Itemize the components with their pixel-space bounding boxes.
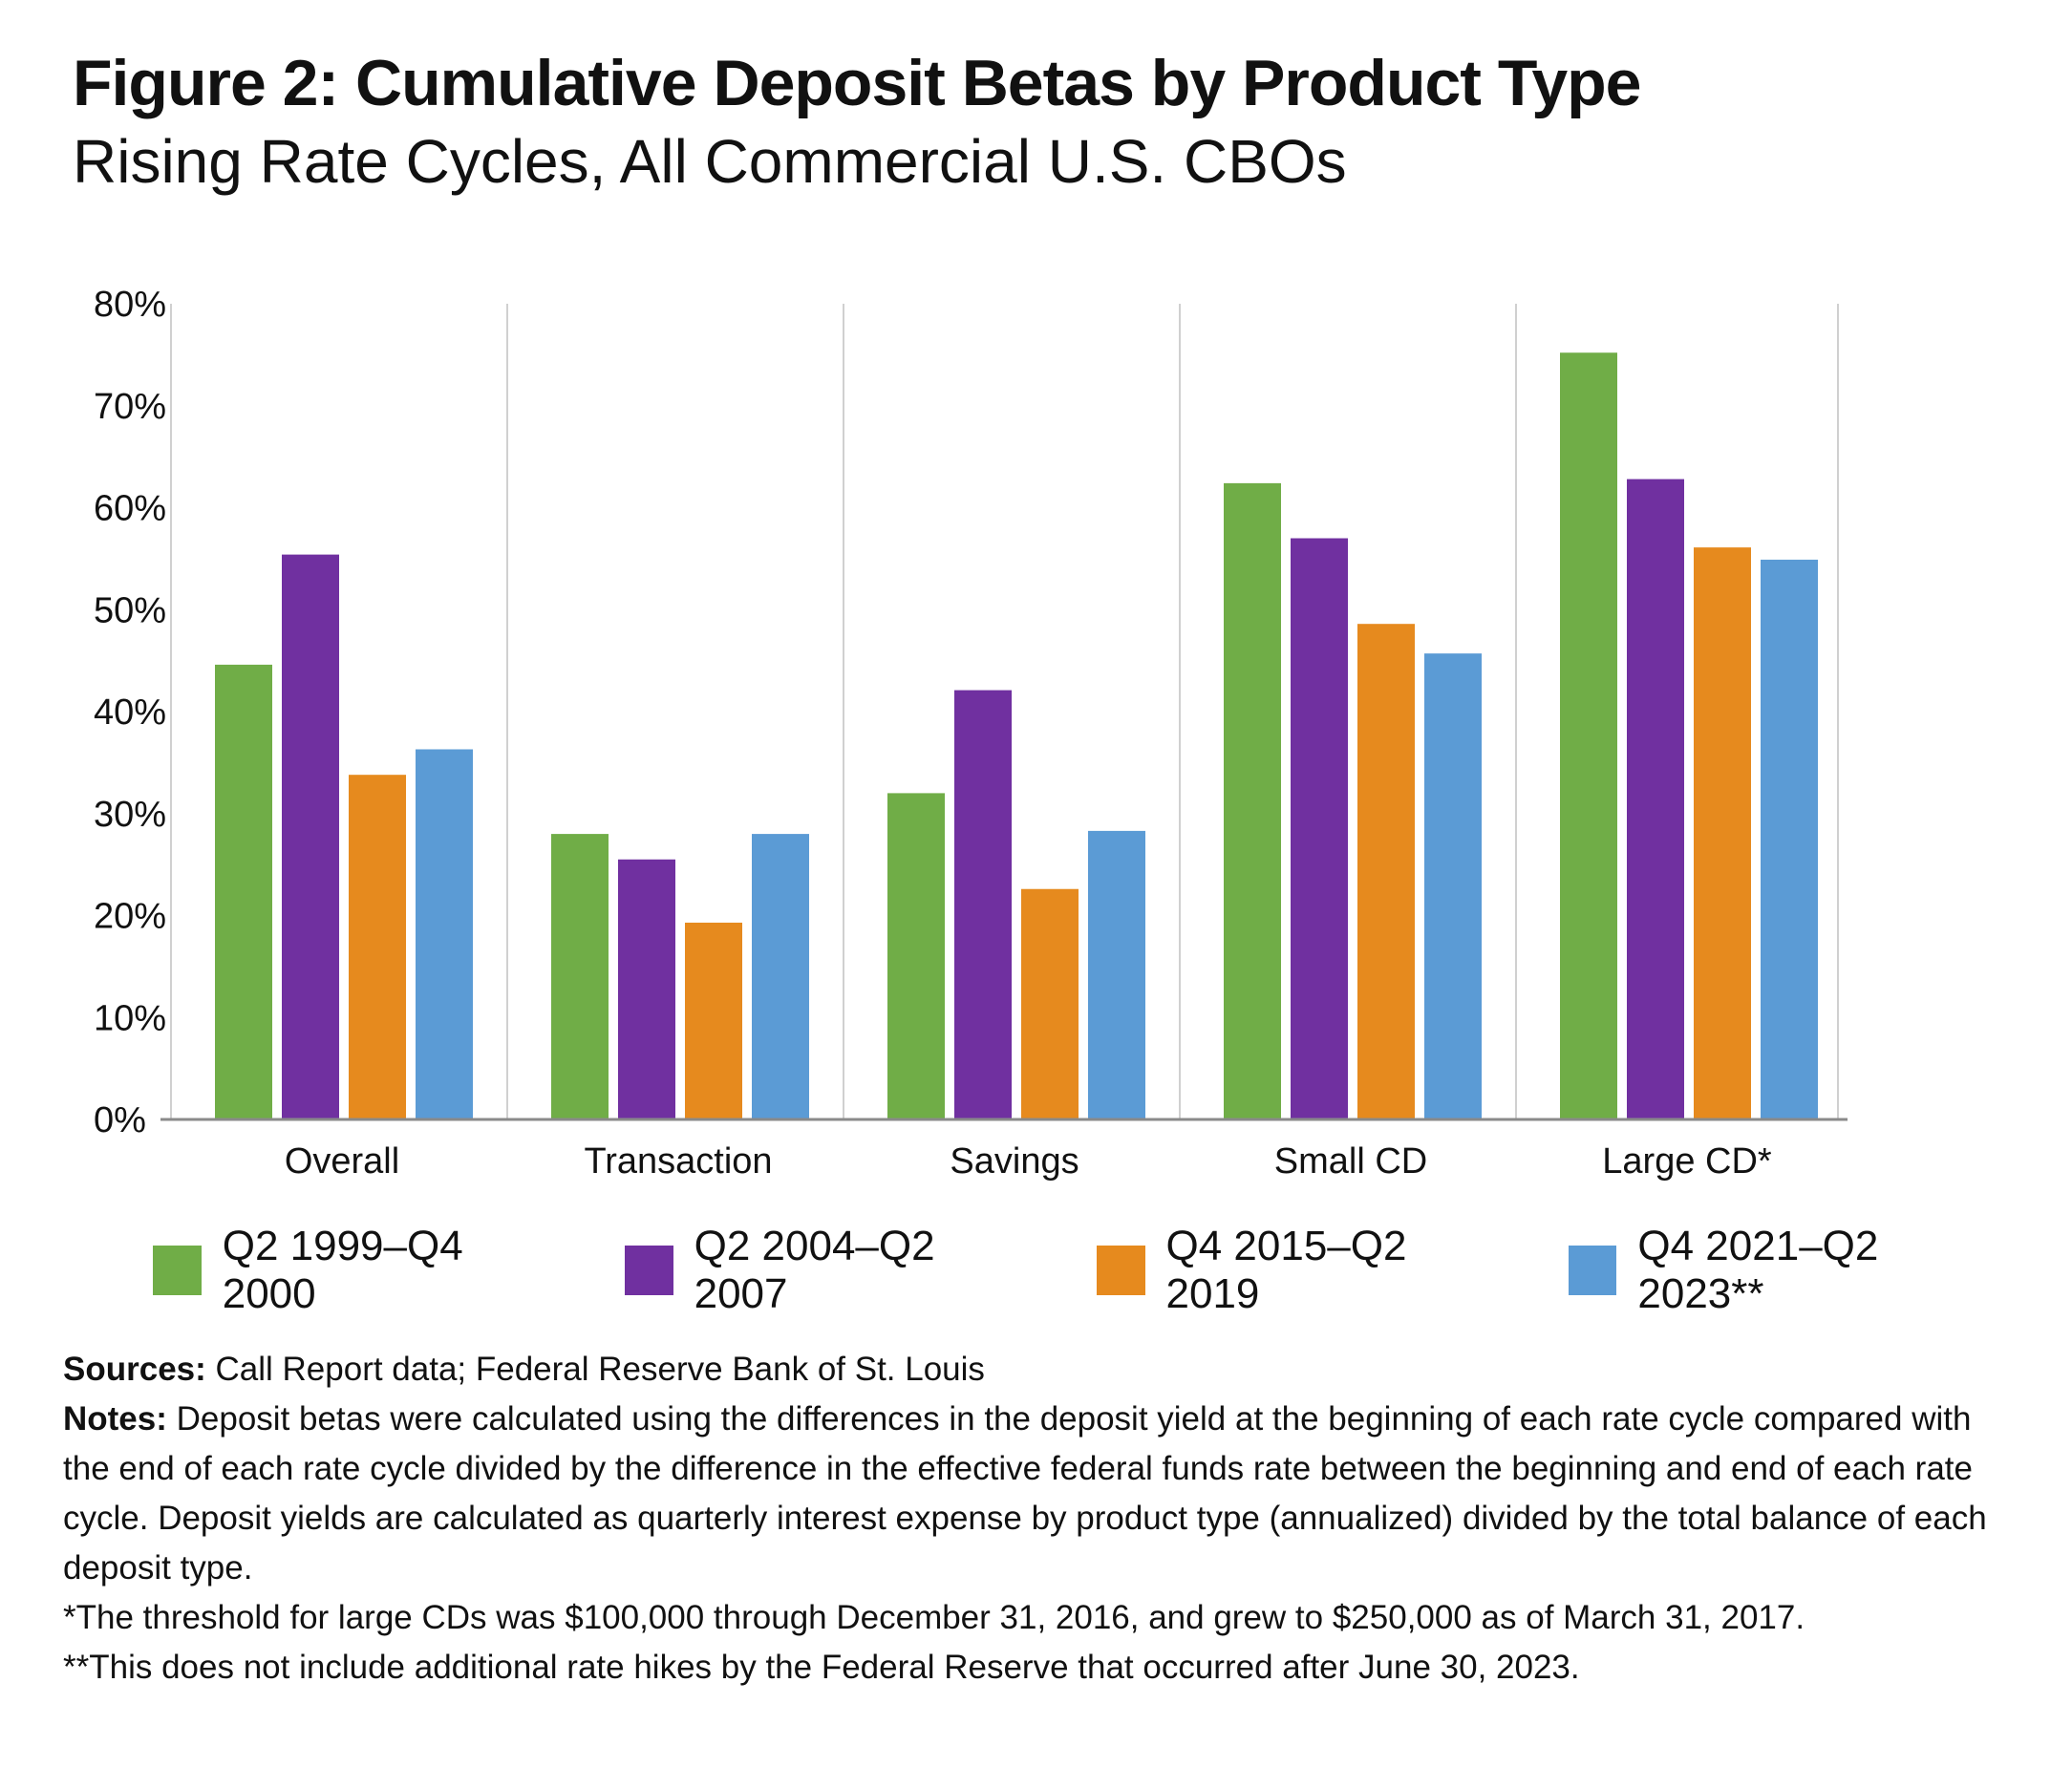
y-tick-label: 60% [94,489,166,529]
legend-label: Q4 2021–Q2 2023** [1637,1223,1879,1317]
bar [1694,547,1751,1119]
bar [685,922,742,1119]
y-tick-label: 30% [94,795,166,835]
footnote-rate-hikes: **This does not include additional rate … [63,1649,1580,1686]
bars [215,352,1818,1119]
x-category-label: Savings [950,1141,1079,1182]
x-category-label: Small CD [1274,1141,1427,1182]
legend-item: Q4 2021–Q2 2023** [1568,1223,2007,1318]
y-tick-label: 20% [94,897,166,937]
legend-label: Q4 2015–Q2 2019 [1165,1223,1407,1317]
chart-subtitle: Rising Rate Cycles, All Commercial U.S. … [73,127,1347,196]
sources-line: Sources: Call Report data; Federal Reser… [63,1345,2012,1395]
notes-paragraph: Notes: Deposit betas were calculated usi… [63,1395,2012,1593]
sources-label: Sources: [63,1351,206,1388]
legend-swatch [624,1246,673,1295]
notes-section: Sources: Call Report data; Federal Reser… [63,1345,2012,1693]
legend: Q2 1999–Q4 2000 Q2 2004–Q2 2007 Q4 2015–Q2… [153,1223,2072,1318]
legend-label: Q2 1999–Q4 2000 [222,1223,463,1317]
legend-item: Q4 2015–Q2 2019 [1096,1223,1504,1318]
bar [1088,830,1145,1119]
legend-label: Q2 2004–Q2 2007 [694,1223,935,1317]
bar [416,749,473,1119]
legend-swatch [153,1246,202,1295]
legend-item: Q2 1999–Q4 2000 [153,1223,560,1318]
x-category-label: Transaction [584,1141,772,1182]
bar [1560,352,1617,1119]
bar [1291,538,1348,1119]
y-tick-label: 70% [94,387,166,427]
bar [215,664,272,1119]
bar [1021,888,1079,1119]
x-axis-labels: Overall Transaction Savings Small CD Large C… [285,1141,1772,1182]
x-category-label: Large CD* [1602,1141,1772,1182]
bar [349,775,406,1119]
notes-text: Deposit betas were calculated using the … [63,1400,1987,1587]
bar [1627,479,1684,1119]
bar [954,690,1012,1119]
bar [282,554,339,1119]
y-axis-ticks: 0% 10% 20% 30% 40% 50% 60% 70% 80% [94,285,166,1140]
bar [1224,482,1281,1119]
bar [1761,559,1818,1119]
category-separators [170,304,1839,1119]
bar [1424,653,1482,1119]
bar [618,859,675,1119]
legend-swatch [1096,1246,1145,1295]
sources-text: Call Report data; Federal Reserve Bank o… [205,1351,985,1388]
y-tick-label: 10% [94,998,166,1038]
y-tick-label: 80% [94,285,166,325]
bar [1357,624,1415,1119]
legend-item: Q2 2004–Q2 2007 [624,1223,1032,1318]
notes-label: Notes: [63,1400,167,1438]
bar-chart: 0% 10% 20% 30% 40% 50% 60% 70% 80% Overall Transa… [94,285,1848,1182]
y-tick-label: 0% [94,1100,146,1140]
bar [887,793,945,1119]
legend-swatch [1568,1246,1617,1295]
y-tick-label: 50% [94,590,166,630]
footnote-large-cd: *The threshold for large CDs was $100,00… [63,1599,1805,1636]
bar [752,834,809,1119]
chart-title: Figure 2: Cumulative Deposit Betas by Pr… [73,47,1641,119]
x-category-label: Overall [285,1141,399,1182]
bar [551,834,609,1119]
y-tick-label: 40% [94,692,166,733]
